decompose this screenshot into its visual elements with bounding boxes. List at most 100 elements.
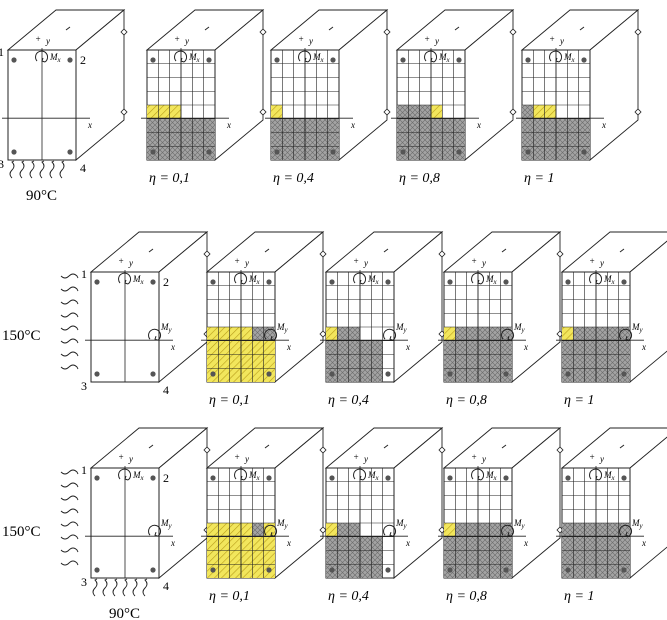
damaged-cell (408, 118, 420, 160)
mx-rotation-arrow (298, 50, 312, 63)
left-fire-arrows (60, 469, 79, 566)
damaged-cell (500, 340, 512, 382)
rebar-1 (581, 57, 587, 63)
heated-cell (218, 340, 230, 382)
break-mark-0 (203, 446, 211, 454)
y-axis-label: y (308, 36, 313, 46)
rebar-0 (150, 57, 156, 63)
corner-label-3: 3 (0, 157, 4, 171)
mx-rotation-arrow (471, 272, 485, 285)
mx-rotation-arrow (353, 468, 367, 481)
rebar-1 (503, 475, 509, 481)
damaged-cell (169, 118, 181, 160)
rebar-1 (150, 475, 156, 481)
plus-sign: + (471, 256, 477, 266)
case-2: x y + Mx η = 0,4 (265, 9, 391, 186)
plus-sign: + (234, 452, 240, 462)
break-mark-0 (509, 28, 517, 36)
my-rotation-arrow-head (507, 336, 512, 341)
fire-arrow (60, 547, 79, 553)
x-axis-label: x (405, 342, 410, 352)
damaged-cell (607, 327, 619, 341)
rebar-1 (621, 475, 627, 481)
rebar-0 (11, 57, 17, 63)
damaged-cell (618, 327, 630, 341)
rebar-2 (210, 371, 216, 377)
heated-cell (147, 105, 159, 119)
rebar-0 (329, 279, 335, 285)
section-grid (326, 272, 394, 382)
rebar-2 (94, 567, 100, 573)
y-axis-label: y (128, 454, 133, 464)
damaged-cell (337, 523, 349, 537)
damaged-cell (455, 523, 467, 537)
fire-arrow (122, 578, 128, 597)
rebar-2 (150, 149, 156, 155)
damaged-cell (442, 118, 454, 160)
plus-sign: + (298, 34, 304, 44)
y-axis-label: y (599, 454, 604, 464)
mx-rotation-arrow-head (477, 475, 482, 481)
mx-rotation-arrow-head (595, 279, 600, 285)
x-axis-label: x (170, 538, 175, 548)
damaged-cell (431, 118, 443, 160)
damaged-cell (305, 118, 317, 160)
damaged-cell (348, 523, 360, 537)
eta-label: η = 0,1 (209, 589, 250, 604)
damaged-cell (466, 536, 478, 578)
corner-label-1: 1 (81, 267, 87, 281)
eta-label: η = 0,4 (328, 589, 369, 604)
break-mark-0 (556, 446, 564, 454)
x-axis-label: x (601, 120, 606, 130)
heated-cell (218, 523, 230, 537)
mx-rotation-arrow-head (240, 279, 245, 285)
break-mark-0 (319, 446, 327, 454)
x-axis-label: x (286, 538, 291, 548)
damaged-cell (522, 118, 534, 160)
mx-rotation-arrow (549, 50, 563, 63)
damaged-cell (348, 536, 360, 578)
top-tick (148, 444, 154, 449)
heated-cell (252, 340, 264, 382)
damaged-cell (360, 340, 372, 382)
damaged-cell (562, 340, 574, 382)
my-rotation-arrow (619, 328, 633, 341)
damaged-cell (263, 327, 275, 341)
fire-arrow (102, 578, 108, 597)
fire-arrow (29, 160, 35, 179)
fire-arrow (19, 160, 25, 179)
mx-label: Mx (312, 52, 325, 64)
damaged-cell (337, 340, 349, 382)
damaged-cell (419, 118, 431, 160)
damaged-cell (562, 536, 574, 578)
my-label: My (631, 518, 644, 530)
top-tick (619, 248, 625, 253)
heated-cell (444, 523, 456, 537)
damaged-cell (337, 536, 349, 578)
damaged-cell (192, 118, 204, 160)
rebar-2 (11, 149, 17, 155)
damaged-cell (607, 523, 619, 537)
row-1: x y + Mx 1 2 3 4 90°C x y + Mx η = 0,1 x y + Mx η = 0,4 x y +… (0, 9, 642, 204)
x-axis-label: x (476, 120, 481, 130)
damaged-cell (282, 118, 294, 160)
mx-rotation-arrow (234, 272, 248, 285)
eta-label: η = 1 (564, 393, 594, 408)
damaged-cell (337, 327, 349, 341)
y-axis-label: y (363, 454, 368, 464)
corner-label-3: 3 (81, 379, 87, 393)
rebar-0 (329, 475, 335, 481)
mx-rotation-arrow (35, 50, 49, 63)
mx-label: Mx (49, 52, 62, 64)
mx-label: Mx (132, 274, 145, 286)
my-rotation-arrow (148, 524, 162, 537)
my-rotation-arrow-head (389, 336, 394, 341)
damaged-cell (618, 340, 630, 382)
my-rotation-arrow-head (625, 336, 630, 341)
heated-cell (562, 327, 574, 341)
plus-sign: + (353, 452, 359, 462)
heated-cell (207, 340, 219, 382)
fire-arrow (92, 578, 98, 597)
plus-sign: + (234, 256, 240, 266)
case-1: x y + Mx My η = 0,1 (201, 427, 327, 604)
